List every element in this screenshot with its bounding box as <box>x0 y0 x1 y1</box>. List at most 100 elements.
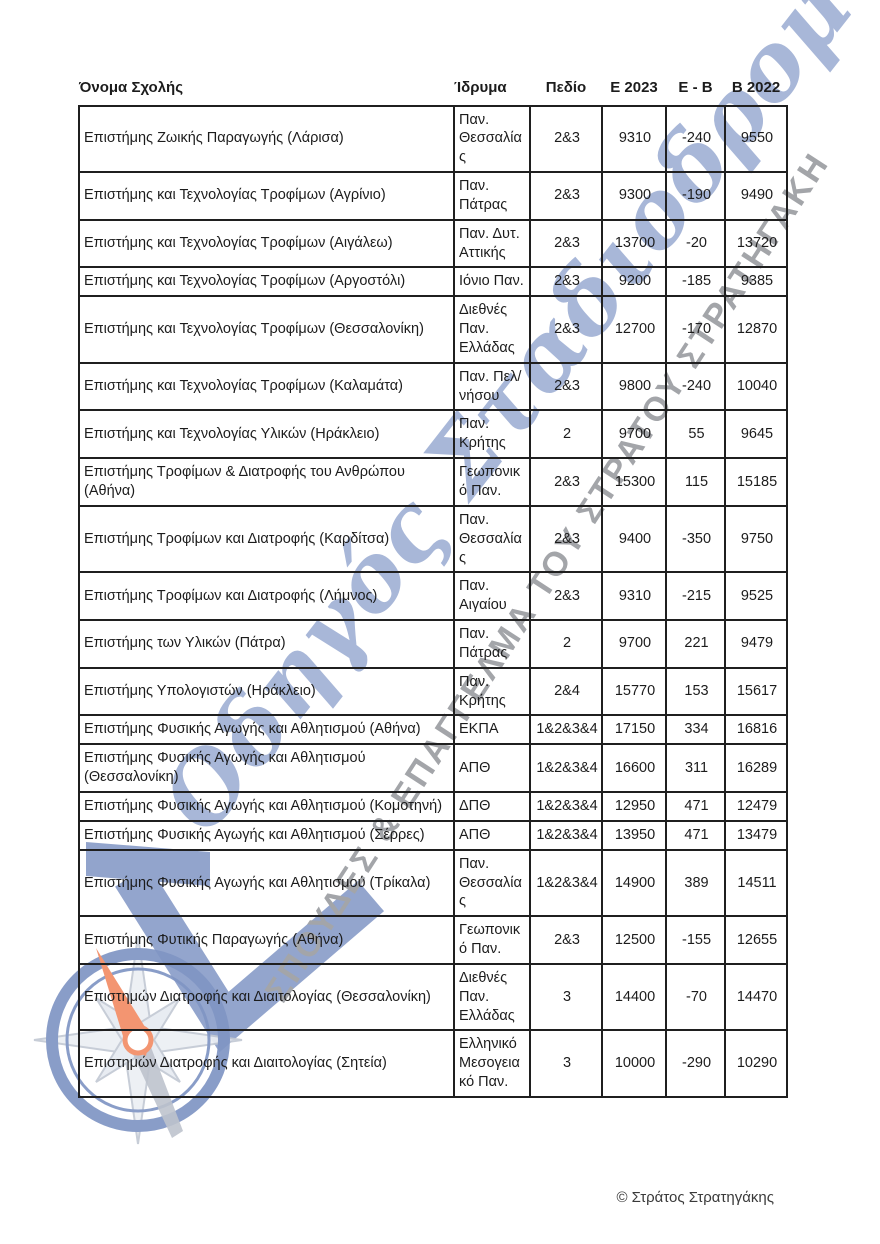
field-cell: 1&2&3&4 <box>529 848 603 918</box>
institution-cell: Διεθνές Παν. Ελλάδας <box>453 962 531 1032</box>
score-2023-cell: 9700 <box>601 409 667 460</box>
admissions-table: Όνομα Σχολής Ίδρυμα Πεδίο Ε 2023 Ε - Β Β… <box>78 76 788 1098</box>
school-name-cell: Επιστήμης Τροφίμων και Διατροφής (Λήμνος… <box>78 571 455 622</box>
base-2022-cell: 10040 <box>724 361 788 412</box>
score-2023-cell: 9700 <box>601 619 667 669</box>
table-row: Επιστήμης και Τεχνολογίας Τροφίμων (Θεσσ… <box>78 295 788 364</box>
base-2022-cell: 15185 <box>724 457 788 507</box>
diff-cell: 221 <box>665 619 726 669</box>
institution-cell: Ελληνικό Μεσογειακό Παν. <box>453 1029 531 1098</box>
copyright-text: © Στράτος Στρατηγάκης <box>616 1189 774 1206</box>
base-2022-cell: 14511 <box>724 848 788 918</box>
diff-cell: -350 <box>665 504 726 574</box>
institution-cell: Παν. Θεσσαλίας <box>453 104 531 174</box>
institution-cell: Παν. Κρήτης <box>453 666 531 717</box>
base-2022-cell: 13720 <box>724 218 788 269</box>
institution-cell: ΑΠΘ <box>453 743 531 793</box>
base-2022-cell: 16816 <box>724 714 788 746</box>
score-2023-cell: 14400 <box>601 962 667 1032</box>
diff-cell: -215 <box>665 571 726 622</box>
diff-cell: -185 <box>665 266 726 298</box>
field-cell: 1&2&3&4 <box>529 790 603 822</box>
table-row: Επιστήμης Τροφίμων & Διατροφής του Ανθρώ… <box>78 457 788 507</box>
table-row: Επιστημών Διατροφής και Διαιτολογίας (Ση… <box>78 1029 788 1098</box>
school-name-cell: Επιστήμης και Τεχνολογίας Τροφίμων (Καλα… <box>78 361 455 412</box>
field-cell: 2&3 <box>529 571 603 622</box>
diff-cell: -240 <box>665 361 726 412</box>
table-row: Επιστήμης και Τεχνολογίας Τροφίμων (Αιγά… <box>78 218 788 269</box>
school-name-cell: Επιστήμης και Τεχνολογίας Τροφίμων (Αιγά… <box>78 218 455 269</box>
score-2023-cell: 9310 <box>601 571 667 622</box>
score-2023-cell: 9310 <box>601 104 667 174</box>
score-2023-cell: 16600 <box>601 743 667 793</box>
table-row: Επιστήμης Τροφίμων και Διατροφής (Λήμνος… <box>78 571 788 622</box>
institution-cell: ΑΠΘ <box>453 819 531 851</box>
school-name-cell: Επιστημών Διατροφής και Διαιτολογίας (Ση… <box>78 1029 455 1098</box>
diff-cell: 471 <box>665 819 726 851</box>
institution-cell: Παν. Κρήτης <box>453 409 531 460</box>
admissions-table-wrap: Όνομα Σχολής Ίδρυμα Πεδίο Ε 2023 Ε - Β Β… <box>78 76 788 1098</box>
school-name-cell: Επιστήμης Ζωικής Παραγωγής (Λάρισα) <box>78 104 455 174</box>
institution-cell: Ιόνιο Παν. <box>453 266 531 298</box>
table-row: Επιστήμης Τροφίμων και Διατροφής (Καρδίτ… <box>78 504 788 574</box>
column-header-e2023: Ε 2023 <box>610 79 658 96</box>
field-cell: 1&2&3&4 <box>529 743 603 793</box>
institution-cell: Γεωπονικό Παν. <box>453 457 531 507</box>
field-cell: 2&3 <box>529 104 603 174</box>
table-row: Επιστήμης Φυτικής Παραγωγής (Αθήνα) Γεωπ… <box>78 915 788 965</box>
school-name-cell: Επιστήμης και Τεχνολογίας Τροφίμων (Αγρί… <box>78 171 455 221</box>
table-row: Επιστήμης Ζωικής Παραγωγής (Λάρισα) Παν.… <box>78 104 788 174</box>
institution-cell: ΔΠΘ <box>453 790 531 822</box>
institution-cell: Παν. Αιγαίου <box>453 571 531 622</box>
base-2022-cell: 16289 <box>724 743 788 793</box>
institution-cell: Διεθνές Παν. Ελλάδας <box>453 295 531 364</box>
score-2023-cell: 13950 <box>601 819 667 851</box>
score-2023-cell: 9200 <box>601 266 667 298</box>
school-name-cell: Επιστήμης και Τεχνολογίας Τροφίμων (Θεσσ… <box>78 295 455 364</box>
diff-cell: -290 <box>665 1029 726 1098</box>
base-2022-cell: 12479 <box>724 790 788 822</box>
diff-cell: 334 <box>665 714 726 746</box>
field-cell: 2&3 <box>529 266 603 298</box>
score-2023-cell: 15770 <box>601 666 667 717</box>
table-row: Επιστήμης και Τεχνολογίας Τροφίμων (Αγρί… <box>78 171 788 221</box>
field-cell: 3 <box>529 962 603 1032</box>
diff-cell: -190 <box>665 171 726 221</box>
table-row: Επιστήμης Φυσικής Αγωγής και Αθλητισμού … <box>78 819 788 851</box>
diff-cell: 115 <box>665 457 726 507</box>
field-cell: 2&3 <box>529 295 603 364</box>
field-cell: 1&2&3&4 <box>529 714 603 746</box>
institution-cell: Παν. Πελ/νήσου <box>453 361 531 412</box>
column-header-field: Πεδίο <box>545 79 587 96</box>
school-name-cell: Επιστήμης Φυσικής Αγωγής και Αθλητισμού … <box>78 848 455 918</box>
score-2023-cell: 9400 <box>601 504 667 574</box>
field-cell: 2&3 <box>529 218 603 269</box>
table-row: Επιστήμης και Τεχνολογίας Υλικών (Ηράκλε… <box>78 409 788 460</box>
base-2022-cell: 12870 <box>724 295 788 364</box>
field-cell: 1&2&3&4 <box>529 819 603 851</box>
table-row: Επιστήμης και Τεχνολογίας Τροφίμων (Αργο… <box>78 266 788 298</box>
school-name-cell: Επιστήμης Τροφίμων & Διατροφής του Ανθρώ… <box>78 457 455 507</box>
field-cell: 3 <box>529 1029 603 1098</box>
field-cell: 2 <box>529 409 603 460</box>
school-name-cell: Επιστήμης των Υλικών (Πάτρα) <box>78 619 455 669</box>
base-2022-cell: 9750 <box>724 504 788 574</box>
institution-cell: Παν. Πάτρας <box>453 619 531 669</box>
school-name-cell: Επιστήμης και Τεχνολογίας Τροφίμων (Αργο… <box>78 266 455 298</box>
base-2022-cell: 15617 <box>724 666 788 717</box>
base-2022-cell: 9550 <box>724 104 788 174</box>
table-row: Επιστήμης Υπολογιστών (Ηράκλειο) Παν. Κρ… <box>78 666 788 717</box>
field-cell: 2&3 <box>529 361 603 412</box>
base-2022-cell: 14470 <box>724 962 788 1032</box>
table-row: Επιστημών Διατροφής και Διαιτολογίας (Θε… <box>78 962 788 1032</box>
base-2022-cell: 13479 <box>724 819 788 851</box>
column-header-b2022: Β 2022 <box>731 79 781 96</box>
institution-cell: Παν. Πάτρας <box>453 171 531 221</box>
institution-cell: Παν. Θεσσαλίας <box>453 848 531 918</box>
table-row: Επιστήμης Φυσικής Αγωγής και Αθλητισμού … <box>78 848 788 918</box>
institution-cell: Γεωπονικό Παν. <box>453 915 531 965</box>
score-2023-cell: 15300 <box>601 457 667 507</box>
field-cell: 2&4 <box>529 666 603 717</box>
